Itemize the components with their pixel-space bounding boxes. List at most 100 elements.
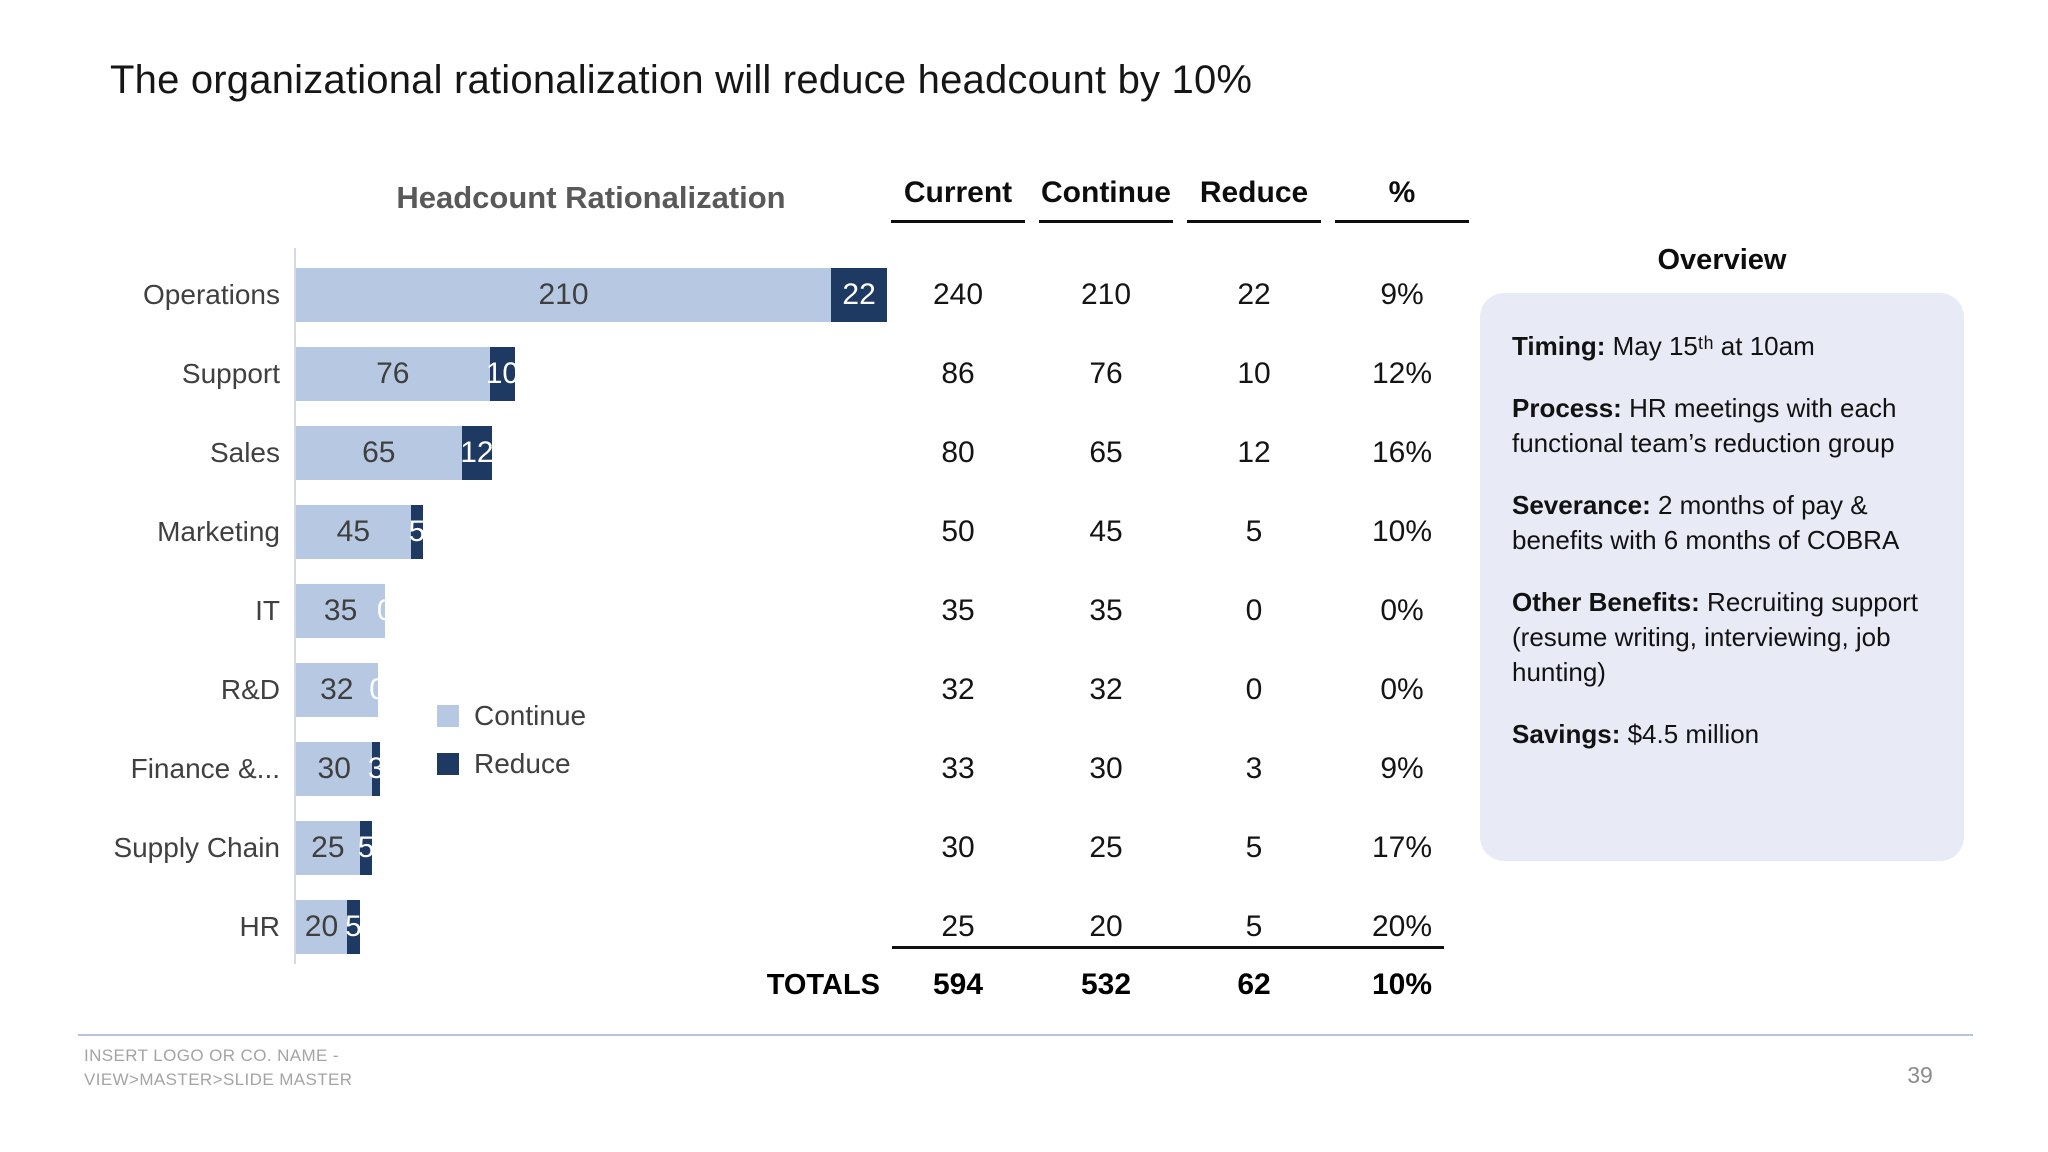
reduce-value-label: 0 [369, 673, 386, 706]
table-row: 35 35 0 0% [884, 584, 1476, 638]
table-column-header: Reduce [1187, 176, 1321, 223]
continue-bar-segment: 30 [296, 742, 373, 796]
overview-item-label: Severance: [1512, 490, 1651, 520]
table-column-header: Continue [1039, 176, 1173, 223]
page-number: 39 [1907, 1062, 1933, 1088]
bar-row: 45 5 [296, 505, 425, 559]
continue-value-label: 45 [336, 515, 371, 548]
totals-cell: 10% [1371, 968, 1433, 1001]
table-cell: 3 [1245, 752, 1263, 785]
table-row: 25 20 5 20% [884, 900, 1476, 954]
reduce-bar-segment: 5 [409, 505, 425, 559]
table-cell: 32 [941, 673, 975, 706]
bar-row: 25 5 [296, 821, 374, 875]
overview-item: Severance: 2 months of pay & benefits wi… [1512, 488, 1932, 558]
totals-label: TOTALS [766, 968, 880, 1001]
bar-row: 210 22 [296, 268, 888, 322]
totals-row: 594 532 62 10% [884, 958, 1476, 1012]
table-cell: 9% [1380, 278, 1424, 311]
reduce-value-label: 10 [485, 357, 520, 390]
reduce-bar-segment: 10 [486, 347, 519, 401]
overview-panel: Timing: May 15ᵗʰ at 10am Process: HR meet… [1480, 293, 1964, 861]
reduce-bar-segment: 5 [358, 821, 374, 875]
overview-item-text: May 15ᵗʰ at 10am [1605, 331, 1815, 361]
table-cell: 0 [1245, 594, 1263, 627]
continue-value-label: 65 [362, 436, 396, 469]
table-row: 33 30 3 9% [884, 742, 1476, 796]
table-cell: 210 [1080, 278, 1132, 311]
table-cell: 0% [1380, 594, 1424, 627]
table-cell: 16% [1371, 436, 1433, 469]
chart-legend: Continue Reduce [437, 700, 586, 780]
table-cell: 35 [941, 594, 975, 627]
table-cell: 9% [1380, 752, 1424, 785]
overview-item-label: Other Benefits: [1512, 587, 1700, 617]
table-column-header: % [1335, 176, 1469, 223]
table-row: 86 76 10 12% [884, 347, 1476, 401]
table-row: 50 45 5 10% [884, 505, 1476, 559]
overview-item-label: Process: [1512, 393, 1622, 423]
reduce-value-label: 3 [367, 752, 385, 785]
continue-value-label: 210 [538, 278, 589, 311]
table-cell: 45 [1089, 515, 1123, 548]
page-title: The organizational rationalization will … [110, 58, 1253, 102]
chart-title: Headcount Rationalization [396, 180, 786, 215]
table-cell: 80 [941, 436, 975, 469]
reduce-bar-segment: 5 [344, 900, 362, 954]
continue-value-label: 35 [323, 594, 358, 627]
continue-bar-segment: 32 [296, 663, 378, 717]
footer-line-2: VIEW>MASTER>SLIDE MASTER [84, 1070, 353, 1089]
table-cell: 12 [1237, 436, 1271, 469]
table-cell: 20% [1371, 910, 1433, 943]
table-cell: 20 [1089, 910, 1123, 943]
overview-item-text: HR meetings with each functional team’s … [1512, 393, 1897, 458]
reduce-bar-segment: 3 [368, 742, 385, 796]
continue-swatch-icon [437, 705, 459, 727]
legend-label: Reduce [474, 748, 571, 779]
category-label: Operations [143, 279, 280, 310]
table-cell: 65 [1089, 436, 1123, 469]
table-cell: 5 [1245, 910, 1263, 943]
category-label: HR [239, 911, 280, 942]
table-cell: 25 [1089, 831, 1123, 864]
category-label: Sales [209, 437, 280, 468]
category-label: R&D [220, 674, 280, 705]
continue-bar-segment: 25 [296, 821, 360, 875]
legend-item-continue: Continue [437, 700, 586, 732]
continue-bar-segment: 45 [296, 505, 411, 559]
footer-line-1: INSERT LOGO OR CO. NAME - [84, 1046, 339, 1065]
category-label: Marketing [157, 516, 280, 547]
bar-row: 65 12 [296, 426, 494, 480]
reduce-value-label: 0 [376, 594, 394, 627]
overview-item-text: 2 months of pay & benefits with 6 months… [1512, 490, 1900, 555]
category-label: IT [255, 595, 280, 626]
continue-bar-segment: 35 [296, 584, 386, 638]
continue-value-label: 32 [320, 673, 354, 706]
bar-row: 32 0 [296, 663, 386, 717]
table-cell: 5 [1245, 515, 1263, 548]
totals-cell: 62 [1237, 968, 1271, 1001]
overview-item-label: Savings: [1512, 719, 1621, 749]
overview-item: Savings: $4.5 million [1512, 717, 1932, 752]
table-cell: 240 [932, 278, 984, 311]
overview-item: Timing: May 15ᵗʰ at 10am [1512, 329, 1932, 364]
bar-row: 20 5 [296, 900, 362, 954]
table-row: 32 32 0 0% [884, 663, 1476, 717]
footer-placeholder-text: INSERT LOGO OR CO. NAME - VIEW>MASTER>SL… [84, 1044, 352, 1092]
reduce-bar-segment: 22 [831, 268, 888, 322]
totals-divider [892, 946, 1444, 949]
continue-bar-segment: 210 [296, 268, 832, 322]
footer-divider [78, 1034, 1973, 1036]
chart-axis-line [294, 248, 296, 964]
reduce-value-label: 5 [344, 910, 362, 943]
table-cell: 0% [1380, 673, 1424, 706]
table-cell: 0 [1245, 673, 1263, 706]
table-cell: 5 [1245, 831, 1263, 864]
overview-title: Overview [1657, 244, 1787, 276]
table-row: 80 65 12 16% [884, 426, 1476, 480]
reduce-value-label: 12 [460, 436, 494, 469]
table-cell: 12% [1371, 357, 1433, 390]
reduce-value-label: 22 [842, 278, 876, 311]
overview-item-text: $4.5 million [1620, 719, 1760, 749]
